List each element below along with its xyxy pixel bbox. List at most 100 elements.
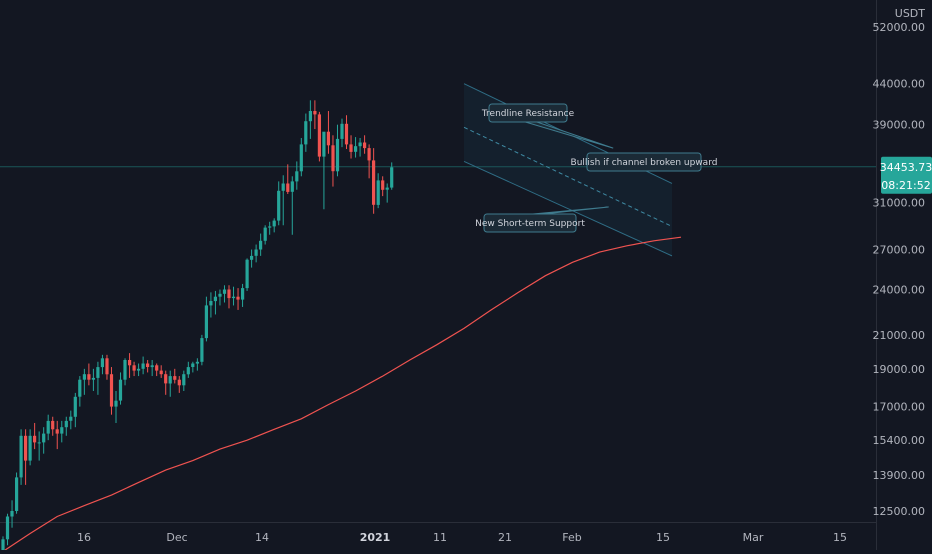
candle-body[interactable] xyxy=(277,190,281,221)
candle-body[interactable] xyxy=(5,516,10,540)
candle-body[interactable] xyxy=(37,442,41,444)
candle-body[interactable] xyxy=(186,367,190,375)
annotation-bullish-breakout[interactable]: Bullish if channel broken upward xyxy=(571,152,718,172)
candle-body[interactable] xyxy=(272,220,276,227)
candle-body[interactable] xyxy=(281,183,285,191)
candle-body[interactable] xyxy=(109,374,114,407)
candle-body[interactable] xyxy=(245,259,249,289)
candle-body[interactable] xyxy=(331,145,335,172)
candle-body[interactable] xyxy=(69,416,73,421)
candle-body[interactable] xyxy=(308,111,312,122)
candle-body[interactable] xyxy=(182,374,186,386)
candle-body[interactable] xyxy=(64,420,68,428)
candle-body[interactable] xyxy=(150,365,154,368)
candle-body[interactable] xyxy=(363,142,367,149)
annotation-trendline-resistance[interactable]: Trendline Resistance xyxy=(481,103,614,149)
candle-body[interactable] xyxy=(209,301,213,306)
candle-body[interactable] xyxy=(191,363,195,368)
candle-body[interactable] xyxy=(168,376,172,384)
candle-body[interactable] xyxy=(358,142,362,147)
candle-body[interactable] xyxy=(15,477,19,511)
candle-body[interactable] xyxy=(195,361,199,364)
candle-body[interactable] xyxy=(46,420,50,434)
candle-body[interactable] xyxy=(19,435,23,478)
candle-body[interactable] xyxy=(204,305,208,339)
candle-body[interactable] xyxy=(105,358,109,375)
last-price-tag[interactable] xyxy=(881,156,932,194)
candle-body[interactable] xyxy=(146,363,150,368)
candle-body[interactable] xyxy=(367,148,371,161)
candle-body[interactable] xyxy=(313,111,317,115)
candle-body[interactable] xyxy=(322,131,326,157)
candle-body[interactable] xyxy=(390,167,394,188)
candle-body[interactable] xyxy=(177,379,181,386)
currency-label[interactable]: USDT xyxy=(895,7,926,20)
candle-body[interactable] xyxy=(340,123,344,139)
candle-body[interactable] xyxy=(290,181,294,192)
candle-body[interactable] xyxy=(123,360,127,380)
candle-body[interactable] xyxy=(241,288,245,300)
candle-body[interactable] xyxy=(372,160,376,205)
candle-body[interactable] xyxy=(28,435,32,461)
candle-body[interactable] xyxy=(227,289,231,299)
candle-body[interactable] xyxy=(259,240,263,250)
candle-body[interactable] xyxy=(326,131,330,146)
moving-average-line[interactable] xyxy=(0,236,682,554)
candle-body[interactable] xyxy=(218,293,222,297)
candle-body[interactable] xyxy=(96,367,100,378)
candle-body[interactable] xyxy=(173,376,177,380)
candle-body[interactable] xyxy=(78,379,82,397)
channel-lower-line[interactable] xyxy=(463,160,673,257)
candle-body[interactable] xyxy=(213,296,217,302)
candle-body[interactable] xyxy=(263,227,267,241)
candle-body[interactable] xyxy=(141,363,145,369)
candle-body[interactable] xyxy=(118,379,123,401)
candle-body[interactable] xyxy=(344,123,349,145)
candle-body[interactable] xyxy=(87,374,91,380)
candle-body[interactable] xyxy=(33,435,37,443)
annotation-short-term-support[interactable]: New Short-term Support xyxy=(475,206,609,233)
candle-body[interactable] xyxy=(200,338,204,362)
candle-body[interactable] xyxy=(1,539,5,554)
candle-body[interactable] xyxy=(73,396,77,417)
price-tick-label: 17000.00 xyxy=(873,401,926,414)
annotation-trendline-resistance-box xyxy=(488,103,568,123)
candle-body[interactable] xyxy=(114,400,118,407)
candle-body[interactable] xyxy=(376,180,380,205)
channel-mid-line[interactable] xyxy=(463,126,673,227)
candle-body[interactable] xyxy=(250,255,254,260)
candle-body[interactable] xyxy=(24,435,28,461)
candle-body[interactable] xyxy=(222,289,227,294)
candle-body[interactable] xyxy=(51,420,55,430)
candle-body[interactable] xyxy=(42,433,46,443)
candle-body[interactable] xyxy=(354,146,358,152)
candle-body[interactable] xyxy=(100,358,104,368)
candle-body[interactable] xyxy=(137,368,141,371)
candle-body[interactable] xyxy=(128,360,132,366)
candle-body[interactable] xyxy=(236,296,240,300)
candle-body[interactable] xyxy=(286,183,290,192)
candle-body[interactable] xyxy=(164,374,168,384)
candle-body[interactable] xyxy=(381,180,385,190)
candle-body[interactable] xyxy=(231,296,236,299)
candle-body[interactable] xyxy=(91,377,95,380)
candle-body[interactable] xyxy=(82,374,86,380)
candle-body[interactable] xyxy=(254,249,258,256)
candle-body[interactable] xyxy=(335,138,340,172)
candle-body[interactable] xyxy=(385,187,389,190)
candle-body[interactable] xyxy=(132,365,136,371)
candle-body[interactable] xyxy=(349,144,353,152)
candle-body[interactable] xyxy=(304,121,308,145)
candle-body[interactable] xyxy=(155,365,159,371)
candle-body[interactable] xyxy=(55,429,59,434)
candle-body[interactable] xyxy=(268,226,272,228)
candle-body[interactable] xyxy=(159,370,163,375)
time-tick-label: Mar xyxy=(743,531,764,544)
candle-body[interactable] xyxy=(299,144,303,172)
candle-body[interactable] xyxy=(295,171,299,182)
candle-body[interactable] xyxy=(60,427,64,434)
candle-body[interactable] xyxy=(317,114,321,157)
candle-body[interactable] xyxy=(10,511,14,517)
